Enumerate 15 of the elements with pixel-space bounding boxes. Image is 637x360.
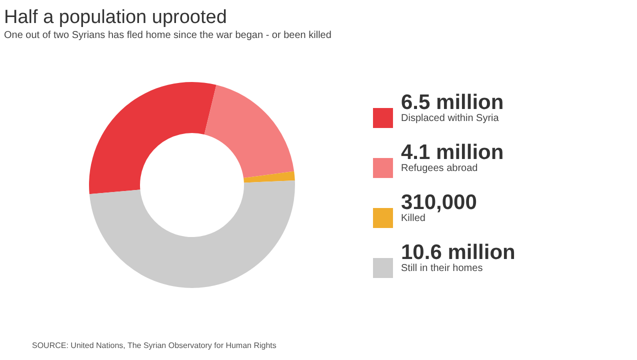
data-label: 6.5 million <box>401 91 504 114</box>
legend-label: Still in their homes <box>401 263 483 274</box>
donut-slice <box>89 82 216 194</box>
donut-slice <box>244 171 295 183</box>
donut-slice <box>89 180 295 288</box>
chart-title: Half a population uprooted <box>4 7 227 28</box>
donut-slice <box>204 84 294 178</box>
data-label: 10.6 million <box>401 241 516 264</box>
legend-label: Killed <box>401 213 426 224</box>
legend-label: Refugees abroad <box>401 163 478 174</box>
chart-subtitle: One out of two Syrians has fled home since the war began - or been killed <box>4 30 332 41</box>
source-note: SOURCE: United Nations, The Syrian Observatory for Human Rights <box>32 341 276 350</box>
data-label: 310,000 <box>401 191 477 214</box>
data-label: 4.1 million <box>401 141 504 164</box>
legend-label: Displaced within Syria <box>401 113 500 124</box>
